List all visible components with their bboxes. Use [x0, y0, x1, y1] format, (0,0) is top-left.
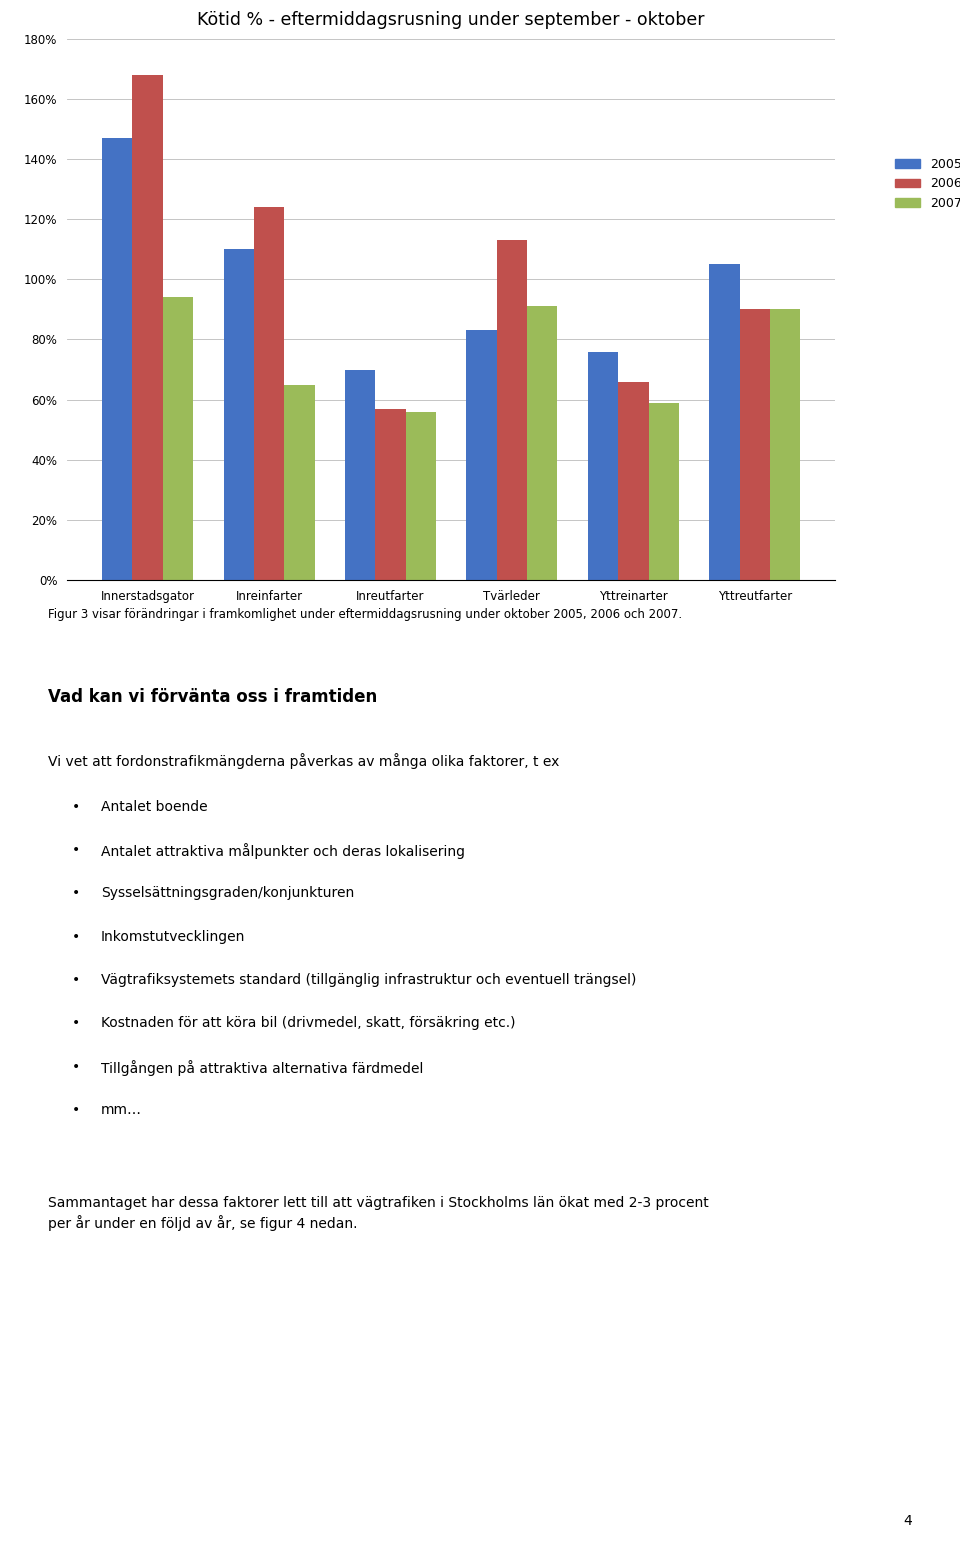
Text: Vägtrafiksystemets standard (tillgänglig infrastruktur och eventuell trängsel): Vägtrafiksystemets standard (tillgänglig… [101, 973, 636, 987]
Bar [527, 306, 558, 580]
Text: •: • [72, 1016, 81, 1030]
Text: 4: 4 [903, 1515, 912, 1528]
Text: Vi vet att fordonstrafikmängderna påverkas av många olika faktorer, t ex: Vi vet att fordonstrafikmängderna påverk… [48, 753, 560, 769]
Text: •: • [72, 800, 81, 814]
Text: Inkomstutvecklingen: Inkomstutvecklingen [101, 930, 245, 944]
Bar [467, 331, 496, 580]
Text: Sammantaget har dessa faktorer lett till att vägtrafiken i Stockholms län ökat m: Sammantaget har dessa faktorer lett till… [48, 1196, 708, 1231]
Bar [739, 309, 770, 580]
Text: Tillgången på attraktiva alternativa färdmedel: Tillgången på attraktiva alternativa fär… [101, 1060, 423, 1075]
Bar [770, 309, 801, 580]
Bar [618, 382, 649, 580]
Bar [649, 402, 679, 580]
Bar [588, 351, 618, 580]
Title: Kötid % - eftermiddagsrusning under september - oktober: Kötid % - eftermiddagsrusning under sept… [198, 11, 705, 29]
Bar [709, 265, 739, 580]
Text: mm…: mm… [101, 1103, 142, 1117]
Bar [345, 370, 375, 580]
Bar [375, 408, 406, 580]
Bar [253, 207, 284, 580]
Legend: 2005, 2006, 2007: 2005, 2006, 2007 [890, 153, 960, 215]
Text: •: • [72, 886, 81, 900]
Text: Figur 3 visar förändringar i framkomlighet under eftermiddagsrusning under oktob: Figur 3 visar förändringar i framkomligh… [48, 608, 683, 620]
Text: •: • [72, 843, 81, 857]
Text: Kostnaden för att köra bil (drivmedel, skatt, försäkring etc.): Kostnaden för att köra bil (drivmedel, s… [101, 1016, 516, 1030]
Text: Antalet boende: Antalet boende [101, 800, 207, 814]
Bar [284, 385, 315, 580]
Bar [224, 249, 253, 580]
Bar [102, 138, 132, 580]
Text: •: • [72, 1103, 81, 1117]
Bar [496, 240, 527, 580]
Bar [132, 74, 163, 580]
Text: Vad kan vi förvänta oss i framtiden: Vad kan vi förvänta oss i framtiden [48, 688, 377, 707]
Text: Sysselsättningsgraden/konjunkturen: Sysselsättningsgraden/konjunkturen [101, 886, 354, 900]
Bar [163, 297, 193, 580]
Text: •: • [72, 930, 81, 944]
Text: •: • [72, 1060, 81, 1074]
Text: Antalet attraktiva målpunkter och deras lokalisering: Antalet attraktiva målpunkter och deras … [101, 843, 465, 859]
Bar [406, 412, 436, 580]
Text: •: • [72, 973, 81, 987]
